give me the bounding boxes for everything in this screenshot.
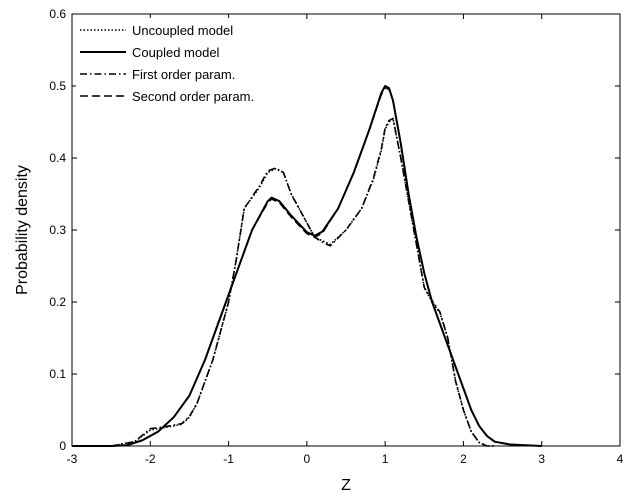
legend-box (76, 18, 294, 114)
x-tick-label: -1 (223, 452, 234, 466)
x-axis: -3 -2 -1 0 1 2 3 4 (67, 14, 624, 466)
y-tick-label: 0 (59, 439, 66, 453)
y-tick-label: 0.6 (49, 7, 66, 21)
series-line-first-order-param (110, 117, 495, 447)
y-tick-label: 0.3 (49, 223, 66, 237)
series-line-uncoupled-model (110, 117, 495, 447)
y-tick-label: 0.1 (49, 367, 66, 381)
x-tick-label: 4 (617, 452, 624, 466)
x-tick-label: 3 (538, 452, 545, 466)
x-axis-label: Z (341, 477, 351, 494)
y-axis-label: Probability density (14, 165, 31, 295)
y-tick-label: 0.4 (49, 151, 66, 165)
y-axis: 0 0.1 0.2 0.3 0.4 0.5 0.6 (49, 7, 620, 453)
y-tick-label: 0.2 (49, 295, 66, 309)
legend-label: First order param. (132, 67, 235, 82)
x-tick-label: 2 (460, 452, 467, 466)
x-tick-label: -2 (145, 452, 156, 466)
legend-label: Uncoupled model (132, 23, 233, 38)
series-layer (72, 85, 542, 447)
series-line-second-order-param (72, 86, 542, 447)
x-tick-label: 1 (382, 452, 389, 466)
x-tick-label: 0 (304, 452, 311, 466)
legend: Uncoupled model Coupled model First order … (76, 18, 294, 114)
legend-label: Second order param. (132, 89, 254, 104)
legend-label: Coupled model (132, 45, 220, 60)
y-tick-label: 0.5 (49, 79, 66, 93)
x-tick-label: -3 (67, 452, 78, 466)
